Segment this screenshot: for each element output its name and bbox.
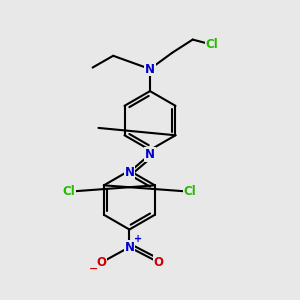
Text: +: + — [134, 234, 142, 244]
Text: Cl: Cl — [184, 185, 197, 198]
Text: O: O — [96, 256, 106, 269]
Text: Cl: Cl — [62, 185, 75, 198]
Text: Cl: Cl — [206, 38, 218, 51]
Text: N: N — [145, 148, 155, 161]
Text: N: N — [124, 166, 134, 178]
Text: −: − — [88, 264, 98, 274]
Text: N: N — [145, 62, 155, 76]
Text: N: N — [124, 241, 134, 254]
Text: O: O — [154, 256, 164, 269]
